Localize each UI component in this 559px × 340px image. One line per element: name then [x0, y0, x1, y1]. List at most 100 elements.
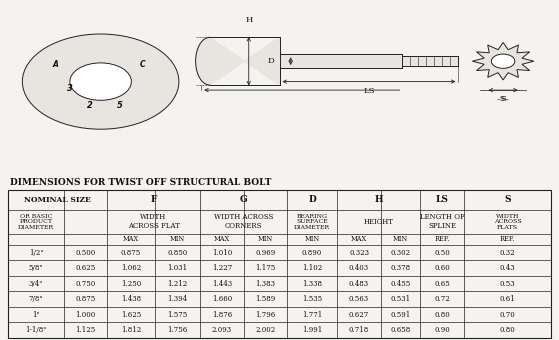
Text: 0.531: 0.531 [390, 295, 410, 303]
Text: WIDTH ACROSS
CORNERS: WIDTH ACROSS CORNERS [214, 213, 273, 231]
Text: 0.969: 0.969 [255, 249, 276, 257]
Text: 0.591: 0.591 [390, 311, 411, 319]
Text: 1.175: 1.175 [255, 264, 276, 272]
Text: 0.65: 0.65 [434, 280, 450, 288]
Text: 1.625: 1.625 [121, 311, 141, 319]
Text: MIN: MIN [304, 235, 320, 243]
Text: 1.812: 1.812 [121, 326, 141, 334]
Text: 1.443: 1.443 [212, 280, 232, 288]
Text: 1.796: 1.796 [255, 311, 276, 319]
Text: 1.383: 1.383 [255, 280, 276, 288]
Text: 0.483: 0.483 [349, 280, 369, 288]
Text: 1.000: 1.000 [75, 311, 96, 319]
Text: 1.338: 1.338 [302, 280, 322, 288]
Text: 1.394: 1.394 [168, 295, 188, 303]
Text: 1.589: 1.589 [255, 295, 276, 303]
Text: 2.002: 2.002 [255, 326, 276, 334]
Text: 0.53: 0.53 [500, 280, 515, 288]
Text: 3/4": 3/4" [29, 280, 43, 288]
Text: 2: 2 [87, 101, 92, 110]
Text: LS: LS [363, 87, 375, 95]
Text: WIDTH
ACROSS FLAT: WIDTH ACROSS FLAT [127, 213, 179, 231]
Text: 5: 5 [117, 101, 123, 110]
Text: 0.890: 0.890 [302, 249, 322, 257]
Text: 0.80: 0.80 [500, 326, 515, 334]
Text: 0.403: 0.403 [349, 264, 369, 272]
Text: 0.563: 0.563 [349, 295, 369, 303]
Text: 0.875: 0.875 [121, 249, 141, 257]
Text: 1/2": 1/2" [29, 249, 43, 257]
Text: 0.718: 0.718 [349, 326, 369, 334]
Text: 0.750: 0.750 [75, 280, 96, 288]
Text: 1.876: 1.876 [212, 311, 232, 319]
Circle shape [70, 63, 131, 100]
Text: REF.: REF. [500, 235, 515, 243]
Text: –S–: –S– [496, 95, 510, 103]
Text: 1.125: 1.125 [75, 326, 96, 334]
Text: 0.500: 0.500 [75, 249, 96, 257]
Text: LS: LS [435, 195, 448, 204]
Text: 1.010: 1.010 [212, 249, 232, 257]
Text: 1.660: 1.660 [212, 295, 232, 303]
Text: 0.32: 0.32 [500, 249, 515, 257]
Text: 0.323: 0.323 [349, 249, 369, 257]
Text: C: C [140, 60, 145, 69]
Text: 1.250: 1.250 [121, 280, 141, 288]
Text: H: H [245, 16, 253, 24]
Polygon shape [280, 54, 402, 68]
Text: 1": 1" [32, 311, 40, 319]
Polygon shape [472, 42, 534, 80]
Text: HEIGHT: HEIGHT [363, 218, 394, 226]
Text: 1.438: 1.438 [121, 295, 141, 303]
Text: 0.850: 0.850 [167, 249, 188, 257]
Text: 2.093: 2.093 [212, 326, 232, 334]
Text: D: D [267, 57, 274, 65]
Text: S: S [500, 95, 506, 103]
Polygon shape [196, 37, 280, 85]
Text: 1.062: 1.062 [121, 264, 141, 272]
Text: OR BASIC
PRODUCT
DIAMETER: OR BASIC PRODUCT DIAMETER [18, 214, 54, 230]
Text: G: G [240, 195, 248, 204]
Text: 0.80: 0.80 [434, 311, 450, 319]
Text: D: D [308, 195, 316, 204]
Text: MAX: MAX [214, 235, 230, 243]
Text: A: A [53, 60, 59, 69]
Text: 0.50: 0.50 [434, 249, 450, 257]
Text: LENGTH OF
SPLINE: LENGTH OF SPLINE [420, 213, 465, 231]
Text: REF.: REF. [434, 235, 450, 243]
Text: 1.575: 1.575 [167, 311, 188, 319]
Text: 1.535: 1.535 [302, 295, 322, 303]
Text: MAX: MAX [351, 235, 367, 243]
Text: 1.031: 1.031 [168, 264, 188, 272]
Text: 0.61: 0.61 [500, 295, 515, 303]
Text: 1.102: 1.102 [302, 264, 322, 272]
Text: 0.658: 0.658 [390, 326, 411, 334]
Polygon shape [402, 56, 458, 66]
Text: 0.455: 0.455 [390, 280, 411, 288]
Circle shape [491, 54, 515, 68]
Text: MIN: MIN [258, 235, 273, 243]
Text: 0.90: 0.90 [434, 326, 450, 334]
Text: 1.991: 1.991 [302, 326, 322, 334]
Circle shape [22, 34, 179, 129]
Text: MIN: MIN [393, 235, 408, 243]
Text: 1.227: 1.227 [212, 264, 232, 272]
Text: 1.212: 1.212 [167, 280, 188, 288]
Text: 7/8": 7/8" [29, 295, 43, 303]
Text: 0.302: 0.302 [390, 249, 410, 257]
Text: 0.60: 0.60 [434, 264, 450, 272]
Text: 0.70: 0.70 [500, 311, 515, 319]
Text: 0.378: 0.378 [390, 264, 410, 272]
Text: 0.625: 0.625 [75, 264, 96, 272]
Text: 0.72: 0.72 [434, 295, 450, 303]
Text: BEARING
SURFACE
DIAMETER: BEARING SURFACE DIAMETER [294, 214, 330, 230]
Text: 0.43: 0.43 [500, 264, 515, 272]
Text: F: F [150, 195, 157, 204]
Text: H: H [374, 195, 383, 204]
Text: 1.771: 1.771 [302, 311, 322, 319]
Text: 3: 3 [67, 84, 73, 93]
Text: NOMINAL SIZE: NOMINAL SIZE [24, 196, 91, 204]
Text: DIMENSIONS FOR TWIST OFF STRUCTURAL BOLT: DIMENSIONS FOR TWIST OFF STRUCTURAL BOLT [10, 178, 272, 187]
Text: MIN: MIN [170, 235, 185, 243]
Text: 0.875: 0.875 [75, 295, 96, 303]
